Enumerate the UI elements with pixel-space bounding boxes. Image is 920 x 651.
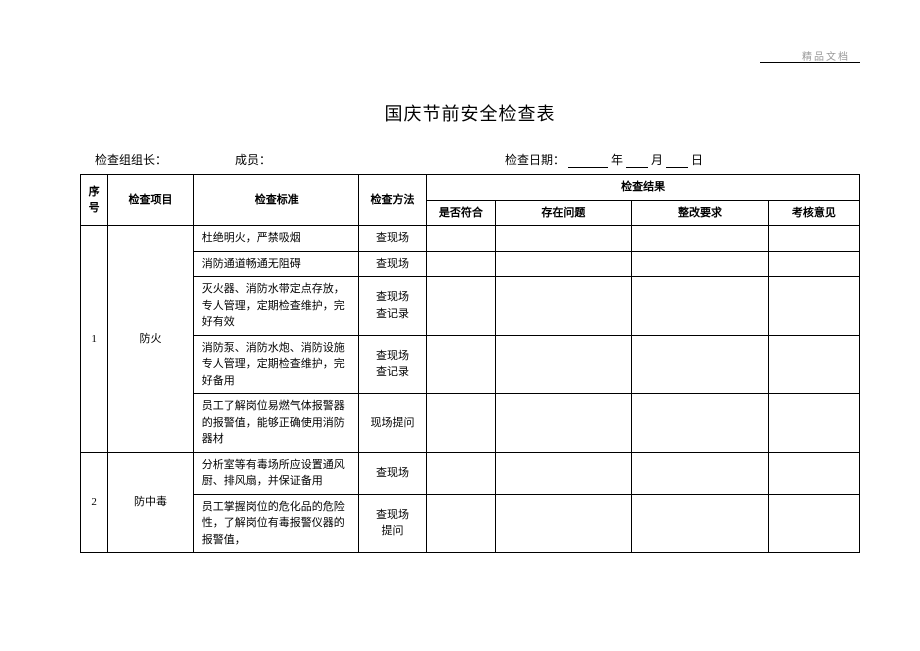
table-row: 1 防火 杜绝明火，严禁吸烟 查现场 xyxy=(81,226,860,252)
th-problem: 存在问题 xyxy=(495,200,632,226)
th-standard: 检查标准 xyxy=(193,175,358,226)
cell-rectify xyxy=(632,494,769,553)
cell-item: 防中毒 xyxy=(108,452,193,553)
table-row: 员工了解岗位易燃气体报警器的报警值，能够正确使用消防器材 现场提问 xyxy=(81,394,860,453)
cell-method: 查现场提问 xyxy=(358,494,426,553)
header-watermark: 精品文档 xyxy=(802,48,850,63)
cell-method: 查现场 xyxy=(358,251,426,277)
cell-rectify xyxy=(632,251,769,277)
document-title: 国庆节前安全检查表 xyxy=(80,100,860,126)
cell-conform xyxy=(427,277,495,336)
cell-rectify xyxy=(632,335,769,394)
day-blank xyxy=(666,154,688,168)
cell-standard: 员工掌握岗位的危化品的危险性，了解岗位有毒报警仪器的报警值， xyxy=(193,494,358,553)
table-row: 灭火器、消防水带定点存放，专人管理，定期检查维护，完好有效 查现场查记录 xyxy=(81,277,860,336)
cell-problem xyxy=(495,452,632,494)
cell-opinion xyxy=(768,452,859,494)
table-body: 1 防火 杜绝明火，严禁吸烟 查现场 消防通道畅通无阻碍 查现场 灭火器、消防水… xyxy=(81,226,860,553)
cell-standard: 员工了解岗位易燃气体报警器的报警值，能够正确使用消防器材 xyxy=(193,394,358,453)
cell-method: 查现场查记录 xyxy=(358,277,426,336)
cell-problem xyxy=(495,277,632,336)
header-underline xyxy=(760,62,860,63)
cell-standard: 消防泵、消防水炮、消防设施专人管理，定期检查维护，完好备用 xyxy=(193,335,358,394)
cell-standard: 杜绝明火，严禁吸烟 xyxy=(193,226,358,252)
cell-opinion xyxy=(768,226,859,252)
table-row: 消防泵、消防水炮、消防设施专人管理，定期检查维护，完好备用 查现场查记录 xyxy=(81,335,860,394)
member-label: 成员： xyxy=(235,151,505,168)
th-result-group: 检查结果 xyxy=(427,175,860,201)
info-row: 检查组组长： 成员： 检查日期： 年 月 日 xyxy=(80,151,860,168)
cell-method: 现场提问 xyxy=(358,394,426,453)
date-section: 检查日期： 年 月 日 xyxy=(505,151,860,168)
table-row: 2 防中毒 分析室等有毒场所应设置通风厨、排风扇，并保证备用 查现场 xyxy=(81,452,860,494)
cell-conform xyxy=(427,494,495,553)
cell-problem xyxy=(495,494,632,553)
cell-opinion xyxy=(768,394,859,453)
cell-opinion xyxy=(768,251,859,277)
cell-conform xyxy=(427,226,495,252)
cell-problem xyxy=(495,226,632,252)
th-seq: 序号 xyxy=(81,175,108,226)
th-opinion: 考核意见 xyxy=(768,200,859,226)
cell-rectify xyxy=(632,277,769,336)
cell-rectify xyxy=(632,452,769,494)
cell-method: 查现场 xyxy=(358,226,426,252)
cell-seq: 2 xyxy=(81,452,108,553)
th-method: 检查方法 xyxy=(358,175,426,226)
date-label: 检查日期： xyxy=(505,153,565,167)
cell-problem xyxy=(495,335,632,394)
cell-opinion xyxy=(768,494,859,553)
th-rectify: 整改要求 xyxy=(632,200,769,226)
cell-seq: 1 xyxy=(81,226,108,453)
inspection-table: 序号 检查项目 检查标准 检查方法 检查结果 是否符合 存在问题 整改要求 考核… xyxy=(80,174,860,553)
month-label: 月 xyxy=(651,153,663,167)
table-row: 员工掌握岗位的危化品的危险性，了解岗位有毒报警仪器的报警值， 查现场提问 xyxy=(81,494,860,553)
cell-opinion xyxy=(768,335,859,394)
cell-problem xyxy=(495,251,632,277)
cell-standard: 分析室等有毒场所应设置通风厨、排风扇，并保证备用 xyxy=(193,452,358,494)
cell-method: 查现场查记录 xyxy=(358,335,426,394)
leader-label: 检查组组长： xyxy=(95,151,235,168)
month-blank xyxy=(626,154,648,168)
cell-conform xyxy=(427,335,495,394)
cell-conform xyxy=(427,452,495,494)
cell-rectify xyxy=(632,394,769,453)
th-conform: 是否符合 xyxy=(427,200,495,226)
cell-opinion xyxy=(768,277,859,336)
day-label: 日 xyxy=(691,153,703,167)
cell-conform xyxy=(427,251,495,277)
table-row: 消防通道畅通无阻碍 查现场 xyxy=(81,251,860,277)
cell-rectify xyxy=(632,226,769,252)
cell-problem xyxy=(495,394,632,453)
year-blank xyxy=(568,154,608,168)
cell-item: 防火 xyxy=(108,226,193,453)
th-item: 检查项目 xyxy=(108,175,193,226)
year-label: 年 xyxy=(611,153,623,167)
cell-conform xyxy=(427,394,495,453)
cell-standard: 消防通道畅通无阻碍 xyxy=(193,251,358,277)
cell-method: 查现场 xyxy=(358,452,426,494)
cell-standard: 灭火器、消防水带定点存放，专人管理，定期检查维护，完好有效 xyxy=(193,277,358,336)
